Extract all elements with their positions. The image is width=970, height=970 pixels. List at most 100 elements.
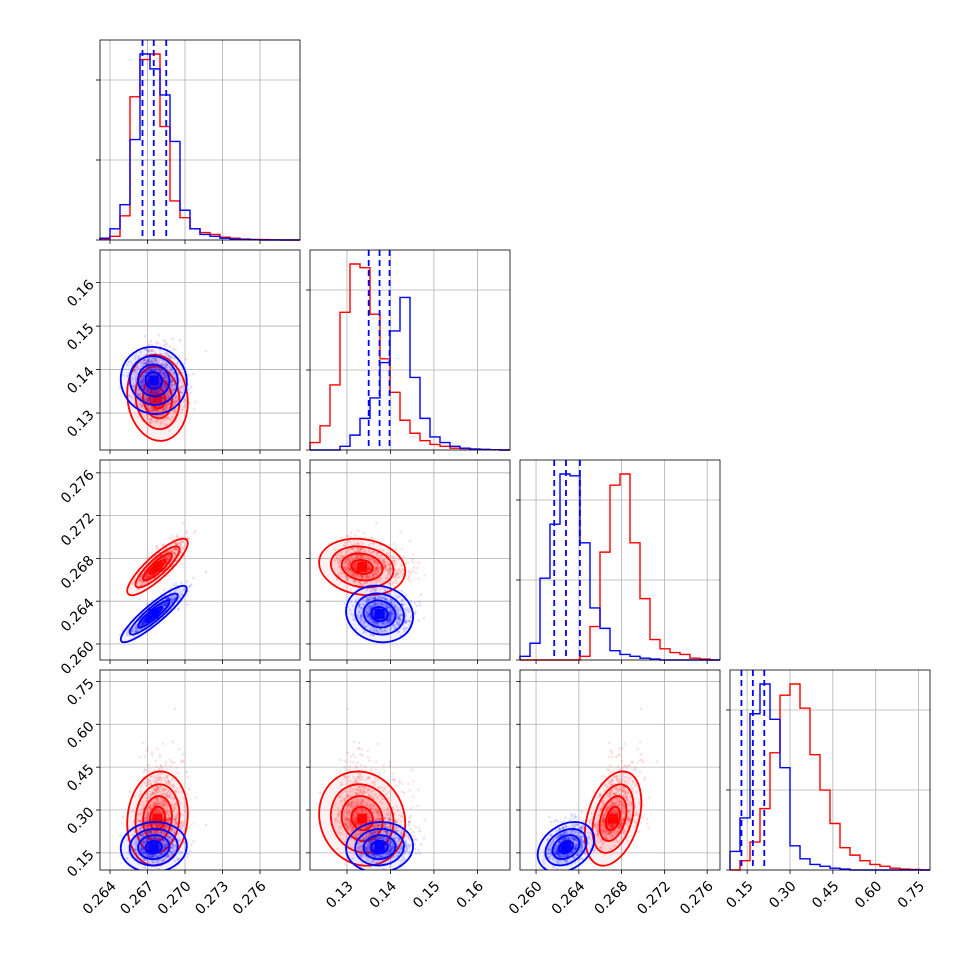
scatter-point xyxy=(128,395,132,398)
scatter-point xyxy=(154,389,157,393)
scatter-point xyxy=(135,365,139,369)
scatter-point xyxy=(125,374,129,378)
scatter-point xyxy=(181,391,185,395)
scatter-point xyxy=(356,529,360,533)
scatter-point xyxy=(145,339,149,343)
scatter-point xyxy=(137,355,140,359)
scatter-point xyxy=(158,409,162,413)
scatter-point xyxy=(143,348,147,351)
scatter-point xyxy=(144,576,148,580)
scatter-point xyxy=(152,349,156,353)
scatter-point xyxy=(186,536,190,540)
scatter-point xyxy=(146,387,149,390)
scatter-point xyxy=(174,542,178,546)
scatter-point xyxy=(146,571,149,575)
scatter-point xyxy=(146,574,149,578)
scatter-point xyxy=(165,366,168,370)
scatter-point xyxy=(169,383,173,386)
scatter-point xyxy=(374,521,378,525)
scatter-point xyxy=(174,400,178,403)
scatter-point xyxy=(143,374,146,378)
scatter-point xyxy=(165,376,169,379)
scatter-point xyxy=(144,362,148,365)
scatter-point xyxy=(138,581,142,584)
scatter-point xyxy=(173,409,177,412)
density-peak-blue xyxy=(148,375,159,386)
scatter-point xyxy=(139,401,142,405)
scatter-point xyxy=(139,584,142,587)
scatter-point xyxy=(179,385,182,389)
scatter-point xyxy=(141,580,144,584)
scatter-point xyxy=(149,360,153,363)
scatter-point xyxy=(419,593,423,596)
scatter-point xyxy=(161,363,165,367)
scatter-point xyxy=(147,361,150,365)
scatter-point xyxy=(139,391,143,395)
scatter-point xyxy=(142,374,145,377)
scatter-point xyxy=(134,376,138,380)
scatter-point xyxy=(147,575,150,579)
scatter-point xyxy=(138,577,142,580)
scatter-point xyxy=(152,368,155,372)
scatter-point xyxy=(175,535,179,539)
scatter-point xyxy=(414,571,418,574)
scatter-point xyxy=(141,377,145,381)
scatter-point xyxy=(146,389,150,392)
scatter-point xyxy=(130,396,134,400)
scatter-point xyxy=(172,409,175,413)
scatter-point xyxy=(162,385,166,389)
scatter-point xyxy=(146,399,149,403)
scatter-point xyxy=(164,366,168,369)
scatter-point xyxy=(150,358,153,362)
scatter-point xyxy=(146,572,150,576)
scatter-point xyxy=(168,345,172,348)
scatter-point xyxy=(150,574,153,578)
scatter-point xyxy=(180,408,184,411)
scatter-point xyxy=(165,554,169,558)
scatter-point xyxy=(187,387,191,391)
scatter-point xyxy=(145,360,148,363)
scatter-point xyxy=(146,390,150,393)
scatter-point xyxy=(339,536,342,540)
scatter-point xyxy=(144,361,148,364)
scatter-point xyxy=(174,549,178,553)
scatter-point xyxy=(168,555,171,559)
scatter-point xyxy=(161,408,164,411)
scatter-point xyxy=(172,401,176,404)
scatter-point xyxy=(142,375,145,379)
scatter-point xyxy=(184,530,188,533)
scatter-point xyxy=(173,401,176,404)
scatter-point xyxy=(147,408,151,411)
scatter-point xyxy=(165,363,168,367)
scatter-point xyxy=(131,581,135,585)
scatter-point xyxy=(172,371,176,375)
scatter-point xyxy=(148,575,151,579)
scatter-point xyxy=(158,580,162,584)
scatter-point xyxy=(150,410,153,414)
scatter-point xyxy=(155,340,158,344)
scatter-point xyxy=(153,366,157,370)
scatter-point xyxy=(173,402,177,406)
scatter-point xyxy=(166,353,170,357)
scatter-point xyxy=(161,373,164,376)
scatter-point xyxy=(145,390,149,394)
scatter-point xyxy=(139,384,143,388)
scatter-point xyxy=(174,400,178,403)
scatter-point xyxy=(170,367,174,370)
scatter-point xyxy=(149,420,153,423)
scatter-point xyxy=(155,390,158,394)
scatter-point xyxy=(142,361,146,365)
panel-1-0 xyxy=(119,333,208,442)
scatter-point xyxy=(144,397,147,400)
scatter-point xyxy=(137,393,140,397)
scatter-point xyxy=(154,359,157,363)
scatter-point xyxy=(144,575,148,578)
scatter-point xyxy=(171,379,174,383)
scatter-point xyxy=(162,371,165,375)
scatter-point xyxy=(163,406,166,409)
scatter-point xyxy=(146,391,149,394)
scatter-point xyxy=(152,372,156,376)
scatter-point xyxy=(145,573,148,577)
scatter-point xyxy=(147,575,150,579)
scatter-point xyxy=(145,413,148,417)
